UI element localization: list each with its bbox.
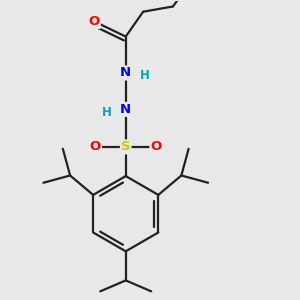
Text: H: H <box>101 106 111 119</box>
Text: N: N <box>120 67 131 80</box>
Text: S: S <box>121 140 130 154</box>
Text: O: O <box>88 15 100 28</box>
Text: H: H <box>140 70 150 83</box>
Text: O: O <box>90 140 101 154</box>
Text: N: N <box>120 103 131 116</box>
Text: O: O <box>150 140 162 154</box>
